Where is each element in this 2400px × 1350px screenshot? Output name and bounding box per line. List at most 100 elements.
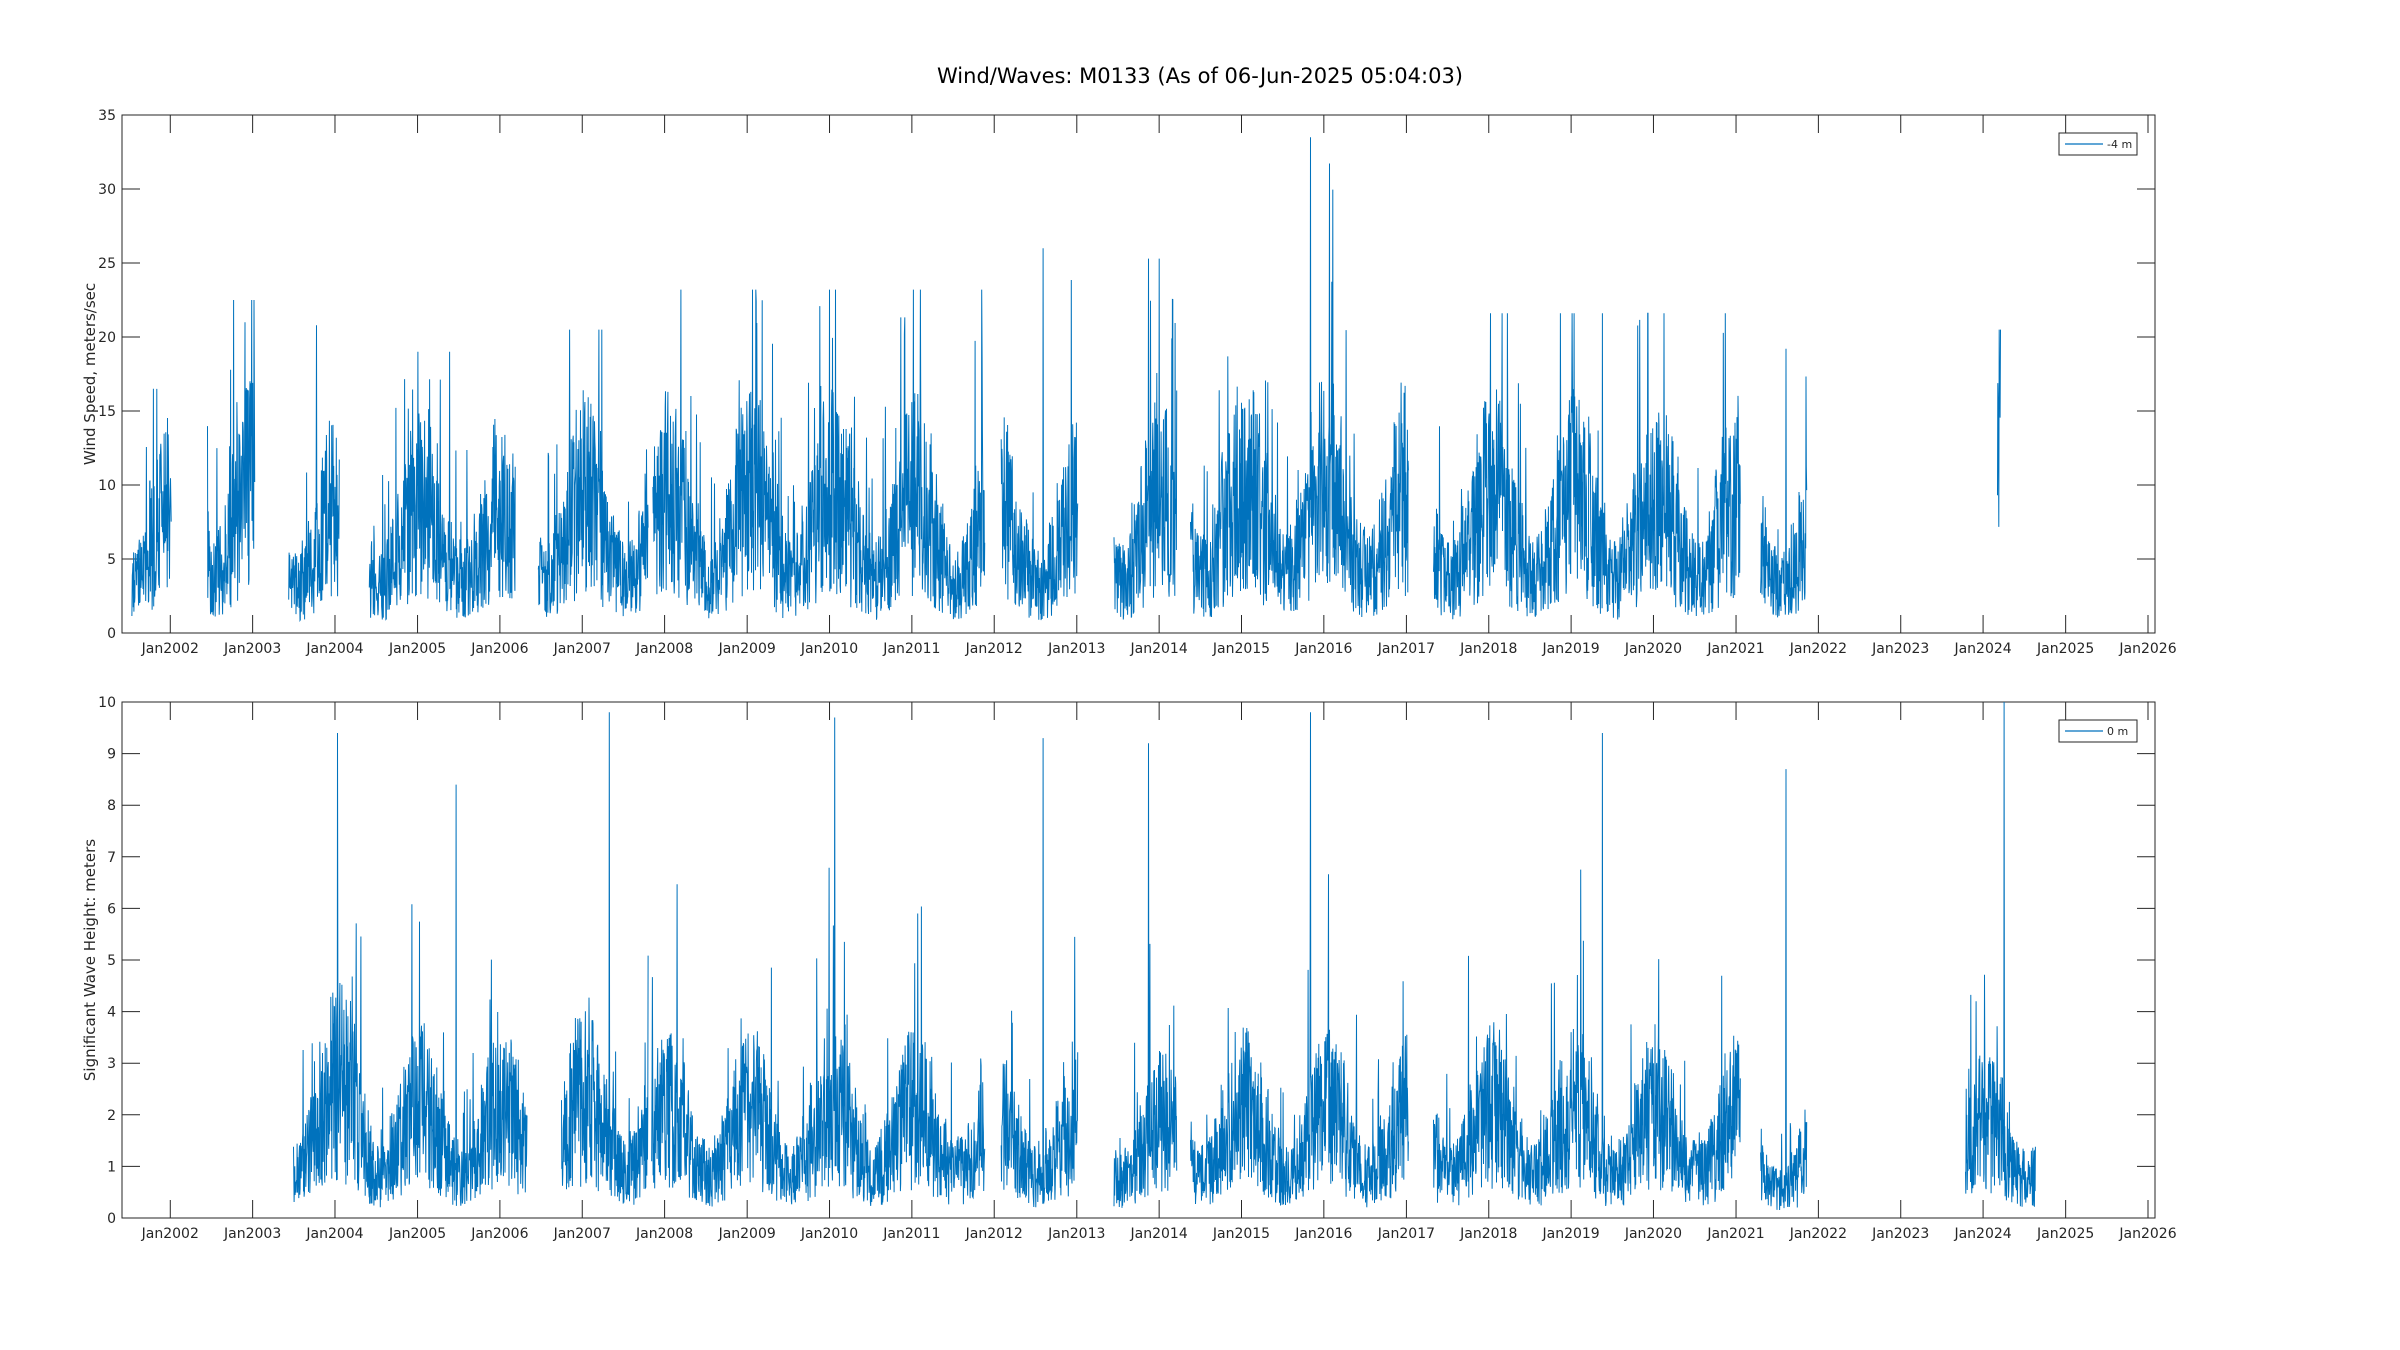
x-tick-label: Jan2006 bbox=[470, 1226, 528, 1242]
y-tick-label: 6 bbox=[107, 901, 116, 917]
x-tick-label: Jan2026 bbox=[2118, 641, 2176, 657]
x-tick-label: Jan2024 bbox=[1953, 641, 2011, 657]
y-tick-label: 1 bbox=[107, 1159, 116, 1175]
x-tick-label: Jan2006 bbox=[470, 641, 528, 657]
y-tick-label: 0 bbox=[107, 626, 116, 642]
y-tick-label: 10 bbox=[98, 695, 116, 711]
y-tick-label: 7 bbox=[107, 850, 116, 866]
y-tick-label: 10 bbox=[98, 478, 116, 494]
x-tick-label: Jan2016 bbox=[1294, 641, 1352, 657]
x-tick-label: Jan2026 bbox=[2118, 1226, 2176, 1242]
x-tick-label: Jan2012 bbox=[965, 1226, 1023, 1242]
x-tick-label: Jan2015 bbox=[1212, 1226, 1270, 1242]
x-tick-label: Jan2021 bbox=[1706, 1226, 1764, 1242]
x-tick-label: Jan2010 bbox=[800, 641, 858, 657]
y-tick-label: 20 bbox=[98, 330, 116, 346]
x-tick-label: Jan2005 bbox=[388, 641, 446, 657]
x-tick-label: Jan2011 bbox=[882, 1226, 940, 1242]
x-tick-label: Jan2013 bbox=[1047, 1226, 1105, 1242]
legend: -4 m bbox=[2058, 132, 2138, 156]
series-trace bbox=[288, 325, 340, 623]
x-tick-label: Jan2023 bbox=[1871, 1226, 1929, 1242]
x-tick-label: Jan2002 bbox=[141, 641, 199, 657]
y-tick-label: 25 bbox=[98, 256, 116, 272]
y-tick-label: 35 bbox=[98, 108, 116, 124]
x-tick-label: Jan2014 bbox=[1130, 1226, 1188, 1242]
legend-box bbox=[2058, 132, 2138, 156]
y-tick-label: 30 bbox=[98, 182, 116, 198]
y-tick-label: 4 bbox=[107, 1005, 116, 1021]
y-tick-label: 2 bbox=[107, 1108, 116, 1124]
x-tick-label: Jan2023 bbox=[1871, 641, 1929, 657]
x-tick-label: Jan2010 bbox=[800, 1226, 858, 1242]
legend-box bbox=[2058, 719, 2138, 743]
x-tick-label: Jan2017 bbox=[1377, 641, 1435, 657]
x-tick-label: Jan2008 bbox=[635, 641, 693, 657]
series-trace bbox=[1113, 743, 1178, 1208]
x-tick-label: Jan2004 bbox=[305, 641, 363, 657]
x-tick-label: Jan2025 bbox=[2036, 1226, 2094, 1242]
y-axis-label: Wind Speed, meters/sec bbox=[81, 283, 99, 465]
x-tick-label: Jan2014 bbox=[1130, 641, 1188, 657]
x-tick-label: Jan2011 bbox=[882, 641, 940, 657]
series-trace bbox=[1190, 137, 1409, 618]
series-trace bbox=[131, 388, 172, 617]
series-trace bbox=[1190, 712, 1409, 1208]
series-trace bbox=[1760, 769, 1808, 1211]
series-trace bbox=[537, 329, 649, 617]
x-tick-label: Jan2015 bbox=[1212, 641, 1270, 657]
series-trace bbox=[1000, 738, 1079, 1208]
legend-label: -4 m bbox=[2107, 138, 2132, 151]
x-tick-label: Jan2016 bbox=[1294, 1226, 1352, 1242]
x-tick-label: Jan2004 bbox=[305, 1226, 363, 1242]
y-tick-label: 8 bbox=[107, 798, 116, 814]
series-trace bbox=[1113, 258, 1178, 620]
x-tick-label: Jan2007 bbox=[553, 1226, 611, 1242]
series-trace bbox=[368, 784, 528, 1208]
figure-title: Wind/Waves: M0133 (As of 06-Jun-2025 05:… bbox=[937, 64, 1463, 88]
series-trace bbox=[368, 351, 516, 621]
y-tick-label: 5 bbox=[107, 552, 116, 568]
y-tick-label: 9 bbox=[107, 747, 116, 763]
x-tick-label: Jan2009 bbox=[718, 1226, 776, 1242]
y-tick-label: 3 bbox=[107, 1056, 116, 1072]
series-trace bbox=[1433, 732, 1741, 1207]
x-tick-label: Jan2003 bbox=[223, 1226, 281, 1242]
x-tick-label: Jan2005 bbox=[388, 1226, 446, 1242]
x-tick-label: Jan2019 bbox=[1542, 641, 1600, 657]
series-trace bbox=[1000, 248, 1079, 621]
x-tick-label: Jan2018 bbox=[1459, 1226, 1517, 1242]
legend: 0 m bbox=[2058, 719, 2138, 743]
y-tick-label: 5 bbox=[107, 953, 116, 969]
x-tick-label: Jan2007 bbox=[553, 641, 611, 657]
x-tick-label: Jan2024 bbox=[1953, 1226, 2011, 1242]
x-tick-label: Jan2022 bbox=[1789, 641, 1847, 657]
x-tick-label: Jan2022 bbox=[1789, 1226, 1847, 1242]
series-trace bbox=[207, 299, 256, 617]
x-tick-label: Jan2025 bbox=[2036, 641, 2094, 657]
axes-box bbox=[121, 114, 2156, 634]
x-tick-label: Jan2002 bbox=[141, 1226, 199, 1242]
x-tick-label: Jan2018 bbox=[1459, 641, 1517, 657]
x-tick-label: Jan2019 bbox=[1542, 1226, 1600, 1242]
series-trace bbox=[1760, 348, 1808, 618]
series-trace bbox=[561, 712, 649, 1205]
x-tick-label: Jan2020 bbox=[1624, 641, 1682, 657]
series-trace bbox=[1433, 312, 1741, 620]
series-trace bbox=[652, 289, 986, 620]
series-trace bbox=[1965, 701, 2036, 1207]
series-trace bbox=[1997, 329, 2001, 527]
x-tick-label: Jan2017 bbox=[1377, 1226, 1435, 1242]
series-trace bbox=[651, 717, 986, 1207]
x-tick-label: Jan2012 bbox=[965, 641, 1023, 657]
x-tick-label: Jan2013 bbox=[1047, 641, 1105, 657]
axes-box bbox=[121, 701, 2156, 1219]
y-tick-label: 0 bbox=[107, 1211, 116, 1227]
x-tick-label: Jan2020 bbox=[1624, 1226, 1682, 1242]
x-tick-label: Jan2021 bbox=[1706, 641, 1764, 657]
series-trace bbox=[293, 732, 375, 1204]
y-tick-label: 15 bbox=[98, 404, 116, 420]
